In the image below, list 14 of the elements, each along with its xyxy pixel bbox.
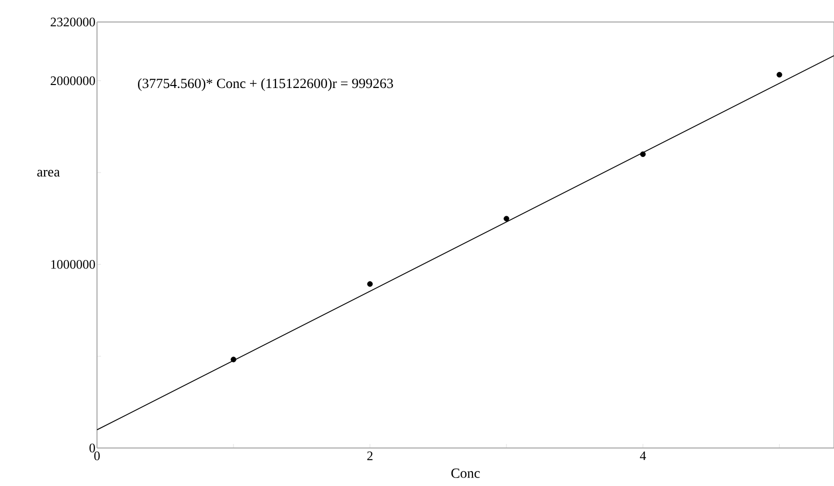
point [776,72,782,78]
x-tick-label: 2 [367,452,372,460]
point [230,356,236,362]
point [504,216,510,222]
annotation: (37754.560)* Conc + (115122600)r = 999263 [138,78,393,91]
y-tick-label: 1000000 [51,260,95,269]
x-axis-title: Conc [451,468,480,478]
y-tick-label: 2320000 [50,18,95,26]
point [367,281,373,287]
y-axis-title: area [37,170,60,177]
y-tick-label: 0 [90,444,95,452]
point [640,151,646,157]
y-tick-label: 2000000 [50,76,95,86]
x-tick-label: 4 [640,452,646,460]
